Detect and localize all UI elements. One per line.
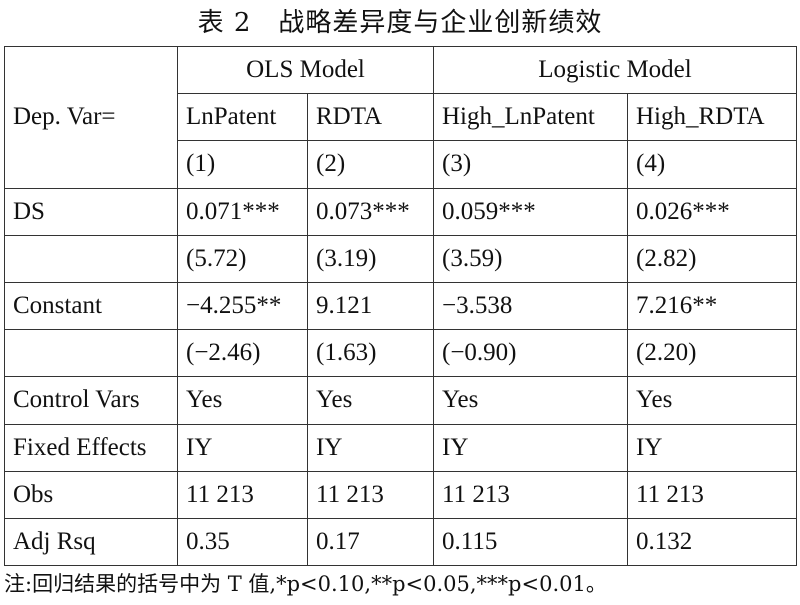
row-label: Adj Rsq <box>4 517 178 567</box>
table-cell: −3.538 <box>433 281 628 331</box>
table-cell: Yes <box>177 376 308 425</box>
table-row: Constant −4.255** 9.121 −3.538 7.216** <box>4 281 797 331</box>
header-row-groups: Dep. Var= OLS Model Logistic Model <box>4 45 797 189</box>
table-cell: Yes <box>433 376 628 425</box>
table-row: (5.72) (3.19) (3.59) (2.82) <box>4 234 797 283</box>
ols-model-header: OLS Model <box>177 45 434 95</box>
table-cell: 0.071*** <box>177 187 308 236</box>
model-number: (3) <box>433 140 628 189</box>
table-cell: 11 213 <box>307 470 434 519</box>
table-cell: −4.255** <box>177 281 308 331</box>
table-cell: IY <box>627 423 797 472</box>
table-cell: IY <box>307 423 434 472</box>
table-cell: (3.19) <box>307 234 434 283</box>
table-row: Adj Rsq 0.35 0.17 0.115 0.132 <box>4 517 797 567</box>
table-cell: 11 213 <box>177 470 308 519</box>
table-cell: 0.059*** <box>433 187 628 236</box>
dep-var-label: Dep. Var= <box>4 46 178 189</box>
table-cell: 0.073*** <box>307 187 434 236</box>
column-header: RDTA <box>307 93 434 142</box>
table-row: Fixed Effects IY IY IY IY <box>4 423 797 472</box>
row-label <box>4 234 178 283</box>
table-cell: 11 213 <box>433 470 628 519</box>
table-cell: IY <box>177 423 308 472</box>
table-row: (−2.46) (1.63) (−0.90) (2.20) <box>4 329 797 378</box>
row-label: Obs <box>4 470 178 519</box>
table-cell: Yes <box>627 376 797 425</box>
table-cell: 0.026*** <box>627 187 797 236</box>
row-label: Constant <box>4 281 178 331</box>
table-cell: 0.132 <box>627 517 797 567</box>
table-cell: (5.72) <box>177 234 308 283</box>
table-cell: 0.115 <box>433 517 628 567</box>
table-cell: (−0.90) <box>433 329 628 378</box>
table-cell: 9.121 <box>307 281 434 331</box>
table-cell: (2.20) <box>627 329 797 378</box>
table-cell: IY <box>433 423 628 472</box>
row-label <box>4 329 178 378</box>
column-header: High_LnPatent <box>433 93 628 142</box>
table-cell: 7.216** <box>627 281 797 331</box>
table-row: Control Vars Yes Yes Yes Yes <box>4 376 797 425</box>
column-header: LnPatent <box>177 93 308 142</box>
model-number: (2) <box>307 140 434 189</box>
table-cell: 11 213 <box>627 470 797 519</box>
regression-table: Dep. Var= OLS Model Logistic Model LnPat… <box>4 45 797 567</box>
row-label: Fixed Effects <box>4 423 178 472</box>
table-row: Obs 11 213 11 213 11 213 11 213 <box>4 470 797 519</box>
model-number: (4) <box>627 140 797 189</box>
column-header: High_RDTA <box>627 93 797 142</box>
logistic-model-header: Logistic Model <box>433 45 797 95</box>
table-cell: 0.17 <box>307 517 434 567</box>
table-row: DS 0.071*** 0.073*** 0.059*** 0.026*** <box>4 187 797 236</box>
row-label: Control Vars <box>4 376 178 425</box>
table-cell: Yes <box>307 376 434 425</box>
table-title: 表 2 战略差异度与企业创新绩效 <box>197 8 603 38</box>
table-cell: (2.82) <box>627 234 797 283</box>
table-cell: 0.35 <box>177 517 308 567</box>
table-cell: (1.63) <box>307 329 434 378</box>
model-number: (1) <box>177 140 308 189</box>
table-footnote: 注:回归结果的括号中为 T 值,*p<0.10,**p<0.05,***p<0.… <box>4 572 607 596</box>
table-cell: (3.59) <box>433 234 628 283</box>
row-label: DS <box>4 187 178 236</box>
table-cell: (−2.46) <box>177 329 308 378</box>
